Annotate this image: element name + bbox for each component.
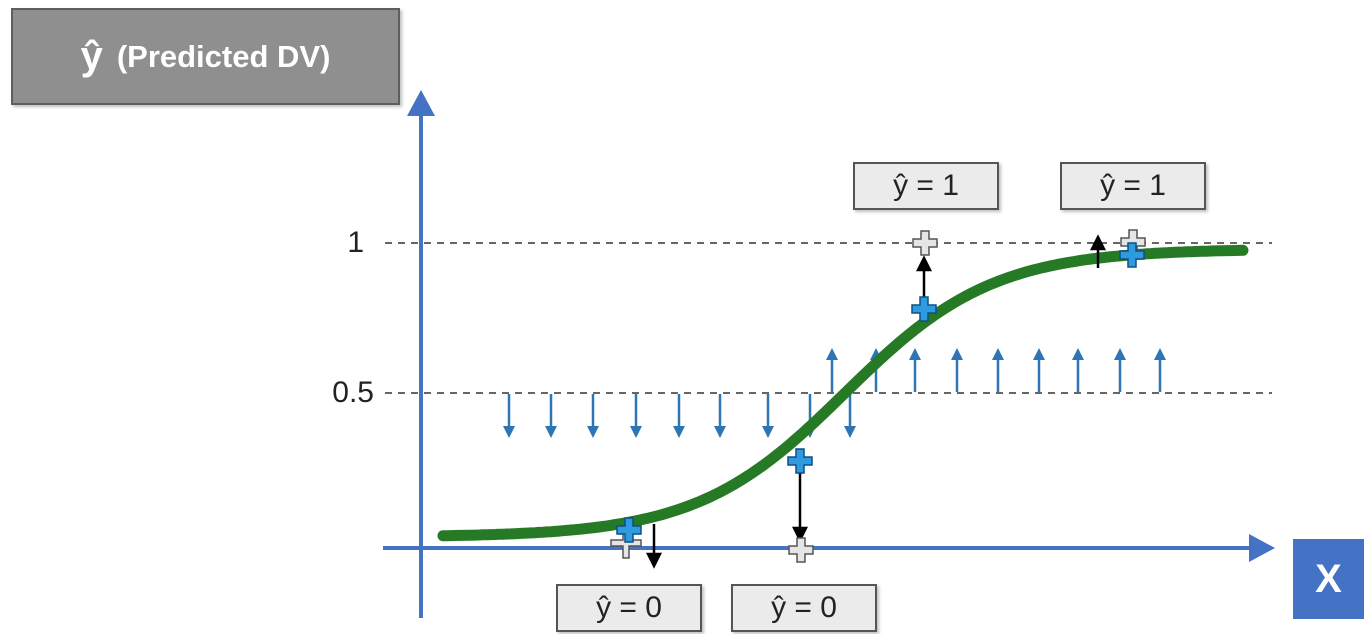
down-arrow-icon <box>587 394 599 438</box>
x-axis <box>383 534 1275 562</box>
up-arrow-icon <box>1154 348 1166 392</box>
up-arrow-icon <box>951 348 963 392</box>
y-hat-symbol: ŷ <box>80 34 103 78</box>
down-arrow-icon <box>844 394 856 438</box>
up-arrow-icon <box>1072 348 1084 392</box>
up-arrow-icon <box>826 348 838 392</box>
up-arrow-icon <box>909 348 921 392</box>
up-arrow-icon <box>1114 348 1126 392</box>
projected-point-icon <box>912 230 938 256</box>
data-point-icon <box>911 296 937 322</box>
down-arrow-icon <box>714 394 726 438</box>
down-arrow-icon <box>630 394 642 438</box>
prediction-label: ŷ = 0 <box>731 584 877 632</box>
prediction-label: ŷ = 0 <box>556 584 702 632</box>
projected-point-icon <box>788 537 814 563</box>
curve-points <box>616 242 1145 543</box>
data-point-icon <box>787 448 813 474</box>
projection-arrows <box>645 234 1107 569</box>
tick-label-1: 1 <box>347 226 364 259</box>
y-axis-title: ŷ (Predicted DV) <box>11 8 400 105</box>
y-axis-title-text: (Predicted DV) <box>116 38 331 74</box>
down-arrow-icon <box>545 394 557 438</box>
up-arrow-icon <box>992 348 1004 392</box>
data-point-icon <box>1119 242 1145 268</box>
projected-points <box>610 229 1146 563</box>
prediction-label: ŷ = 1 <box>1060 162 1206 210</box>
y-axis <box>407 90 435 618</box>
up-arrow-icon <box>1033 348 1045 392</box>
down-arrows <box>503 394 856 438</box>
down-arrow-icon <box>673 394 685 438</box>
down-arrow-icon <box>762 394 774 438</box>
x-axis-title: X <box>1293 539 1364 619</box>
tick-label-0-5: 0.5 <box>332 376 374 409</box>
data-point-icon <box>616 517 642 543</box>
sigmoid-curve <box>437 244 1249 542</box>
up-arrows <box>826 348 1166 392</box>
prediction-label: ŷ = 1 <box>853 162 999 210</box>
down-arrow-icon <box>503 394 515 438</box>
